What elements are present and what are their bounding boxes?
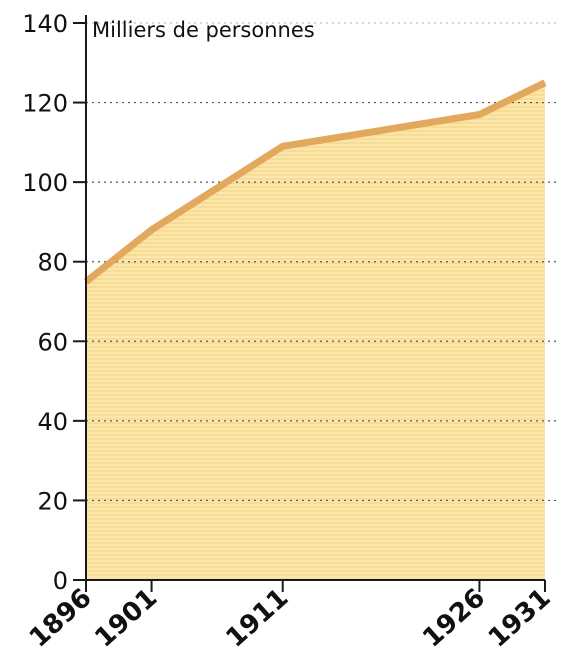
y-tick-label-100: 100 [22,169,68,197]
y-tick-label-40: 40 [37,408,68,436]
x-tick-label-1901: 1901 [89,583,163,654]
y-tick-label-140: 140 [22,10,68,38]
y-tick-label-20: 20 [37,487,68,515]
area-layer [86,82,545,580]
area-fill [86,82,545,580]
y-tick-label-0: 0 [53,567,68,595]
x-tick-label-1911: 1911 [221,583,295,654]
y-tick-label-120: 120 [22,90,68,118]
x-tick-label-1931: 1931 [483,583,557,654]
y-tick-label-60: 60 [37,328,68,356]
x-tick-label-1926: 1926 [417,583,491,654]
y-axis-unit-label: Milliers de personnes [92,18,315,42]
grid-layer [86,22,559,502]
y-tick-label-80: 80 [37,249,68,277]
